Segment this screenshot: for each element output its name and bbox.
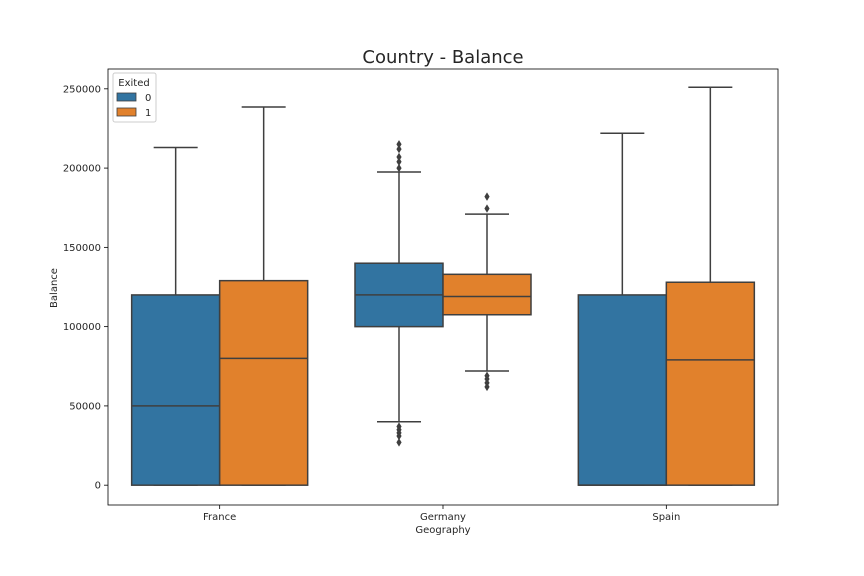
legend-swatch-0 (116, 92, 137, 102)
chart-title: Country - Balance (362, 47, 523, 68)
outlier-point (396, 157, 402, 166)
legend-label-0: 0 (145, 93, 151, 104)
outlier-point (484, 192, 490, 201)
box-body (442, 273, 532, 316)
legend: Exited 0 1 (112, 72, 157, 123)
box-france-exited-0 (130, 146, 221, 486)
y-tick-label: 0 (95, 481, 101, 492)
outlier-point (396, 422, 402, 431)
y-tick-label: 200000 (63, 164, 101, 175)
x-tick-label: Spain (652, 512, 680, 523)
outlier-point (396, 140, 402, 149)
box-spain-exited-0 (577, 132, 668, 486)
legend-swatch-1 (116, 107, 137, 117)
y-tick-label: 100000 (63, 322, 101, 333)
box-body (577, 294, 668, 486)
y-tick-label: 150000 (63, 243, 101, 254)
box-body (218, 279, 309, 486)
box-france-exited-1 (218, 106, 309, 486)
x-tick-label: France (203, 512, 236, 523)
plot-area: 0 50000 100000 150000 200000 250000 France Germ… (63, 68, 779, 523)
x-axis-label: Geography (415, 525, 470, 536)
legend-label-1: 1 (145, 108, 151, 119)
legend-title: Exited (118, 78, 149, 89)
outlier-point (396, 438, 402, 447)
y-axis-label: Balance (49, 268, 60, 308)
box-germany-exited-0 (354, 140, 444, 447)
outlier-point (396, 163, 402, 173)
x-tick-label: Germany (420, 512, 466, 523)
box-germany-exited-1 (442, 192, 532, 392)
outlier-point (396, 144, 402, 154)
box-body (665, 281, 756, 486)
y-tick-label: 50000 (69, 401, 101, 412)
outlier-point (484, 371, 490, 380)
outlier-point (484, 204, 490, 213)
outlier-point (396, 152, 402, 162)
box-body (130, 294, 221, 486)
y-tick-label: 250000 (63, 84, 101, 95)
box-spain-exited-1 (665, 86, 756, 486)
